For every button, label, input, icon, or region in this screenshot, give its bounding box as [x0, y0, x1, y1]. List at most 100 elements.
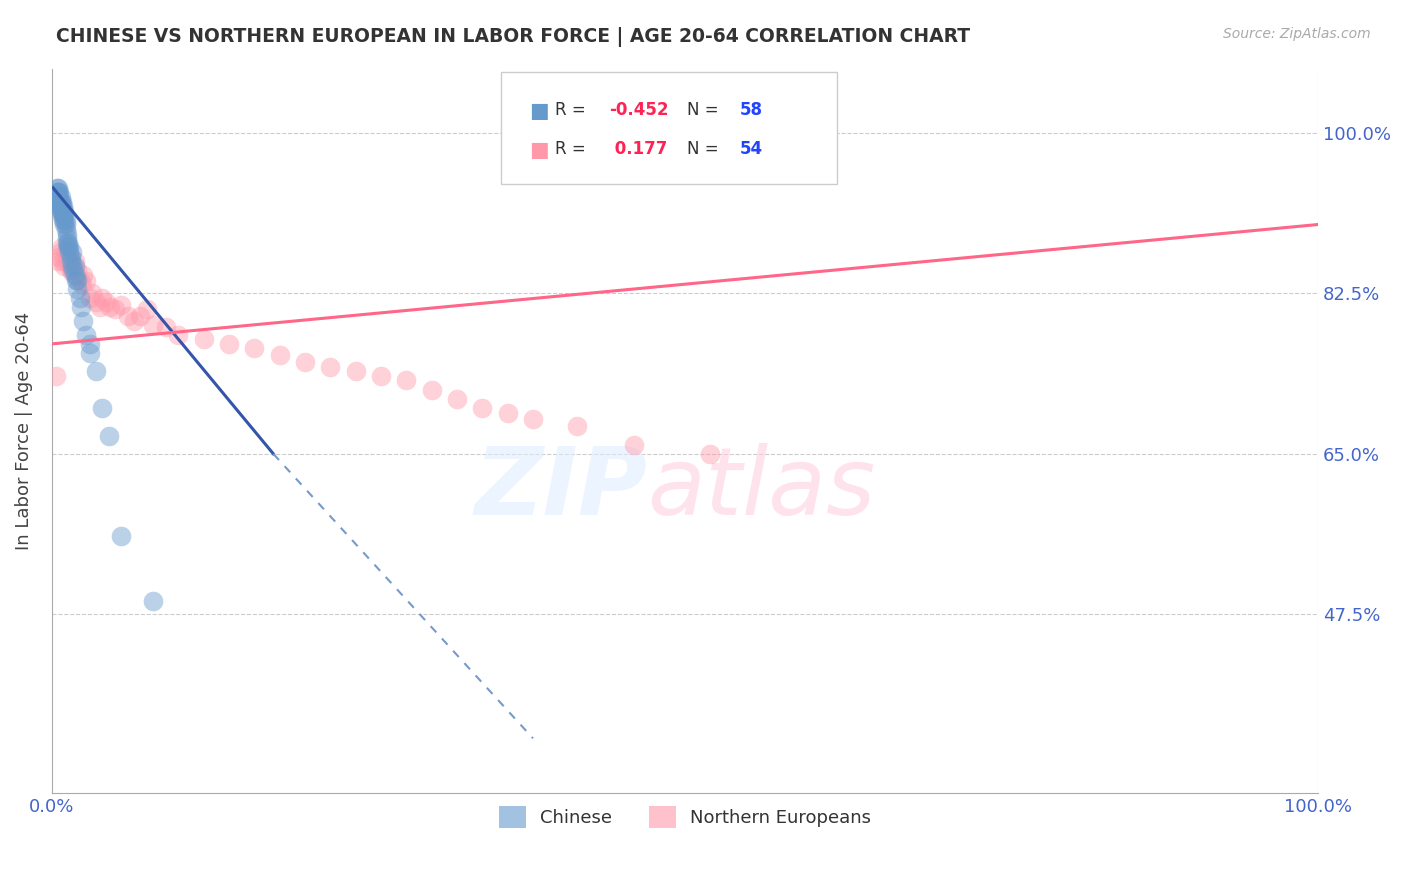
Point [319, 359, 342, 374]
Point [129, 310, 152, 324]
Point [79, 346, 101, 360]
Point [49, 199, 72, 213]
Point [75, 274, 97, 288]
Point [59, 254, 82, 268]
Point [58, 235, 80, 250]
Point [62, 259, 84, 273]
Point [395, 374, 418, 388]
Point [58, 250, 80, 264]
Point [56, 254, 79, 268]
Point [699, 447, 721, 461]
Point [63, 259, 86, 273]
Point [46, 190, 69, 204]
Point [65, 268, 87, 282]
Point [142, 593, 165, 607]
Point [56, 231, 79, 245]
Point [66, 263, 89, 277]
Point [53, 203, 76, 218]
Point [46, 254, 69, 268]
Point [48, 199, 70, 213]
Point [55, 222, 77, 236]
Point [45, 186, 67, 200]
Point [84, 295, 107, 310]
Point [98, 300, 121, 314]
Text: -0.452: -0.452 [609, 101, 668, 120]
Point [55, 213, 77, 227]
Point [142, 318, 165, 333]
Point [72, 268, 94, 282]
Point [344, 364, 367, 378]
Point [82, 286, 104, 301]
Point [66, 282, 89, 296]
Point [48, 186, 70, 200]
Point [51, 199, 73, 213]
Point [52, 199, 75, 213]
Point [51, 240, 73, 254]
Point [52, 213, 75, 227]
Point [623, 438, 645, 452]
Point [66, 272, 89, 286]
Text: atlas: atlas [647, 443, 875, 534]
Point [53, 208, 76, 222]
Point [51, 208, 73, 222]
Point [52, 208, 75, 222]
Point [45, 181, 67, 195]
Point [193, 332, 215, 346]
Point [59, 250, 82, 264]
Text: 58: 58 [740, 101, 762, 120]
Point [79, 336, 101, 351]
Point [97, 428, 120, 442]
Point [52, 203, 75, 218]
Point [53, 213, 76, 227]
Point [56, 227, 79, 241]
Point [96, 295, 118, 310]
Point [55, 218, 77, 232]
Point [63, 268, 86, 282]
Point [69, 272, 91, 286]
Point [60, 265, 83, 279]
Point [52, 254, 75, 268]
Point [49, 203, 72, 218]
Y-axis label: In Labor Force | Age 20-64: In Labor Force | Age 20-64 [15, 312, 32, 550]
Point [117, 310, 139, 324]
Point [58, 245, 80, 260]
Point [48, 194, 70, 209]
Point [58, 256, 80, 270]
Point [49, 245, 72, 260]
Point [58, 240, 80, 254]
Point [471, 401, 494, 415]
Text: CHINESE VS NORTHERN EUROPEAN IN LABOR FORCE | AGE 20-64 CORRELATION CHART: CHINESE VS NORTHERN EUROPEAN IN LABOR FO… [56, 27, 970, 46]
Text: ■: ■ [529, 139, 548, 160]
Point [567, 419, 589, 434]
Point [55, 245, 77, 260]
Point [370, 368, 392, 383]
Point [56, 235, 79, 250]
Point [63, 254, 86, 268]
Point [104, 301, 127, 316]
Point [69, 291, 91, 305]
FancyBboxPatch shape [502, 72, 837, 185]
Point [70, 300, 93, 314]
Point [46, 186, 69, 200]
Point [53, 218, 76, 232]
Point [49, 190, 72, 204]
Point [75, 327, 97, 342]
Point [420, 383, 443, 397]
Text: Source: ZipAtlas.com: Source: ZipAtlas.com [1223, 27, 1371, 41]
Point [58, 240, 80, 254]
Point [53, 259, 76, 273]
Point [48, 190, 70, 204]
Text: R =: R = [554, 139, 591, 158]
Point [51, 194, 73, 209]
Point [522, 412, 544, 426]
Text: ■: ■ [529, 101, 548, 121]
Point [110, 529, 132, 543]
Point [269, 348, 291, 362]
Point [155, 320, 177, 334]
Point [46, 181, 69, 195]
Legend: Chinese, Northern Europeans: Chinese, Northern Europeans [492, 798, 879, 835]
Point [243, 342, 266, 356]
Point [294, 355, 316, 369]
Point [46, 194, 69, 209]
Point [49, 194, 72, 209]
